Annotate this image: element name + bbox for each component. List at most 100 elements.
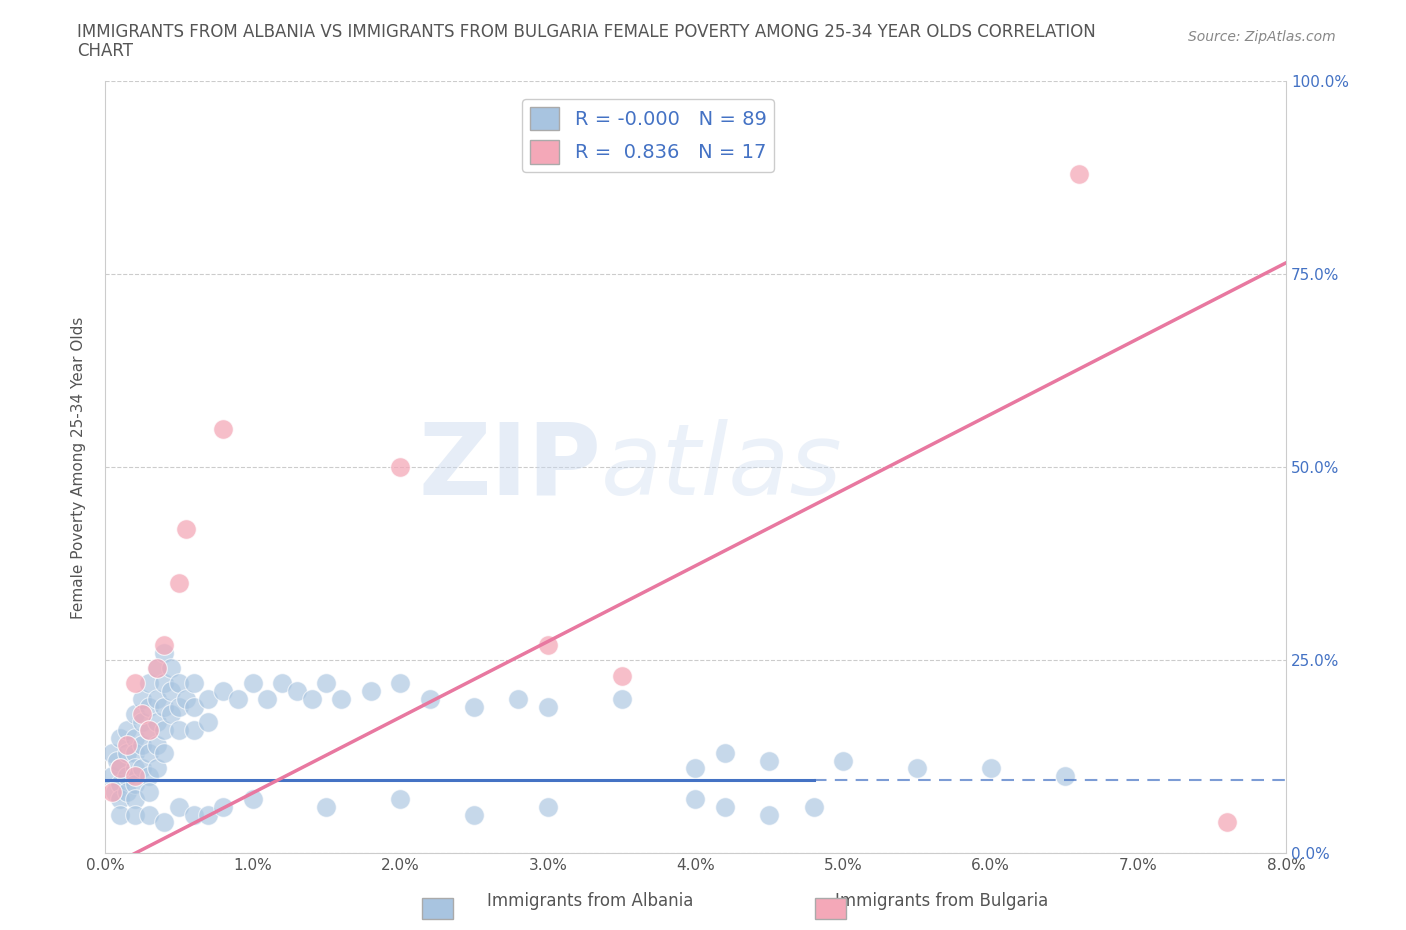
Point xyxy=(101,784,124,799)
Point xyxy=(131,714,153,729)
Point xyxy=(108,807,131,822)
Point xyxy=(389,460,412,475)
Text: atlas: atlas xyxy=(600,418,842,516)
Point xyxy=(197,807,219,822)
Point xyxy=(138,746,160,761)
Point xyxy=(610,692,633,707)
Text: Immigrants from Albania: Immigrants from Albania xyxy=(488,892,693,910)
Point xyxy=(463,807,485,822)
Point xyxy=(145,714,167,729)
Point xyxy=(212,421,235,436)
Point xyxy=(101,746,124,761)
Point xyxy=(980,761,1002,776)
Point xyxy=(124,730,146,745)
Point xyxy=(104,784,127,799)
Point xyxy=(138,723,160,737)
Point xyxy=(285,684,308,698)
Point xyxy=(145,660,167,675)
Point xyxy=(212,800,235,815)
Point xyxy=(138,723,160,737)
Point xyxy=(330,692,353,707)
Point xyxy=(138,769,160,784)
Point xyxy=(160,684,183,698)
Text: CHART: CHART xyxy=(77,42,134,60)
Point xyxy=(389,676,412,691)
Point xyxy=(160,660,183,675)
Point xyxy=(124,707,146,722)
Point xyxy=(145,737,167,752)
Point xyxy=(167,699,190,714)
Point xyxy=(685,761,707,776)
Point xyxy=(153,746,176,761)
Point xyxy=(108,761,131,776)
Point xyxy=(138,807,160,822)
Point xyxy=(153,637,176,652)
Point xyxy=(105,753,128,768)
Point xyxy=(108,730,131,745)
Point xyxy=(145,761,167,776)
Point xyxy=(124,769,146,784)
Point xyxy=(174,522,197,537)
Point xyxy=(1053,769,1076,784)
Point xyxy=(197,692,219,707)
Point xyxy=(389,791,412,806)
Point xyxy=(610,669,633,684)
Point xyxy=(758,807,780,822)
Y-axis label: Female Poverty Among 25-34 Year Olds: Female Poverty Among 25-34 Year Olds xyxy=(72,316,86,618)
Point xyxy=(124,807,146,822)
Point xyxy=(138,784,160,799)
Text: ZIP: ZIP xyxy=(418,418,600,516)
Point xyxy=(685,791,707,806)
Point xyxy=(153,815,176,830)
Point xyxy=(138,676,160,691)
Point xyxy=(115,769,138,784)
Point xyxy=(167,723,190,737)
Point xyxy=(803,800,825,815)
Point xyxy=(153,699,176,714)
Point xyxy=(160,707,183,722)
Point xyxy=(167,576,190,591)
Point xyxy=(315,676,337,691)
Point xyxy=(131,737,153,752)
Point xyxy=(1216,815,1239,830)
Point xyxy=(183,676,205,691)
Point xyxy=(256,692,278,707)
Point xyxy=(153,723,176,737)
Point xyxy=(463,699,485,714)
Point xyxy=(537,637,560,652)
Point xyxy=(242,791,264,806)
Point xyxy=(115,746,138,761)
Point xyxy=(115,784,138,799)
Point xyxy=(131,692,153,707)
Point xyxy=(197,714,219,729)
Point xyxy=(419,692,441,707)
Point xyxy=(183,699,205,714)
Point xyxy=(183,807,205,822)
Point xyxy=(108,761,131,776)
Point xyxy=(226,692,249,707)
Point xyxy=(758,753,780,768)
Point xyxy=(167,676,190,691)
Point xyxy=(131,707,153,722)
Point xyxy=(714,746,737,761)
Point xyxy=(153,676,176,691)
Point xyxy=(145,660,167,675)
Text: IMMIGRANTS FROM ALBANIA VS IMMIGRANTS FROM BULGARIA FEMALE POVERTY AMONG 25-34 Y: IMMIGRANTS FROM ALBANIA VS IMMIGRANTS FR… xyxy=(77,23,1097,41)
Point xyxy=(315,800,337,815)
Point xyxy=(124,676,146,691)
Point xyxy=(183,723,205,737)
Point xyxy=(508,692,530,707)
Point xyxy=(124,746,146,761)
Point xyxy=(131,761,153,776)
Point xyxy=(537,699,560,714)
Point xyxy=(108,791,131,806)
Point xyxy=(124,791,146,806)
Text: Immigrants from Bulgaria: Immigrants from Bulgaria xyxy=(835,892,1049,910)
Point xyxy=(271,676,294,691)
Point xyxy=(212,684,235,698)
Point xyxy=(115,737,138,752)
Text: Source: ZipAtlas.com: Source: ZipAtlas.com xyxy=(1188,30,1336,44)
Point xyxy=(124,761,146,776)
Point xyxy=(101,769,124,784)
Point xyxy=(301,692,323,707)
